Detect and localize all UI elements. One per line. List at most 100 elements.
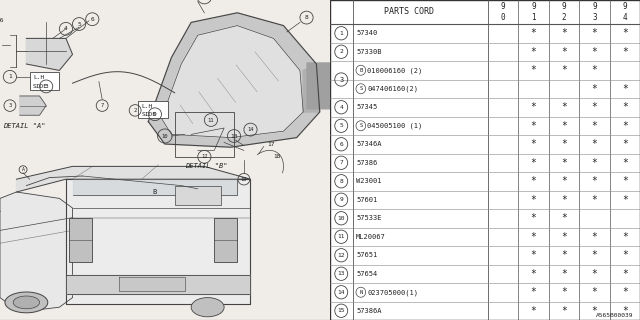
Text: ML20067: ML20067 — [356, 234, 386, 240]
Text: 9
2: 9 2 — [562, 2, 566, 22]
Text: *: * — [591, 195, 597, 205]
Text: 045005100 (1): 045005100 (1) — [367, 123, 422, 129]
Text: *: * — [531, 102, 536, 112]
Polygon shape — [118, 277, 184, 291]
Text: 3: 3 — [339, 76, 344, 83]
Text: 17: 17 — [267, 141, 275, 147]
Text: *: * — [622, 47, 628, 57]
Text: 11: 11 — [337, 234, 345, 239]
Text: 9
4: 9 4 — [623, 2, 627, 22]
Text: *: * — [591, 232, 597, 242]
Text: B: B — [153, 189, 157, 195]
Bar — [214, 218, 237, 262]
Text: 4: 4 — [339, 105, 343, 110]
Text: 1: 1 — [8, 74, 12, 79]
Text: *: * — [591, 28, 597, 38]
Text: 023705000(1): 023705000(1) — [367, 289, 418, 295]
Text: DETAIL "A": DETAIL "A" — [3, 123, 46, 129]
Polygon shape — [26, 38, 72, 70]
Text: *: * — [622, 176, 628, 186]
Text: 13: 13 — [230, 133, 238, 139]
Text: *: * — [531, 47, 536, 57]
Text: DETAIL "B": DETAIL "B" — [184, 163, 227, 169]
Text: SIDE: SIDE — [141, 112, 157, 117]
Text: L.H: L.H — [141, 104, 153, 108]
Text: *: * — [622, 232, 628, 242]
Text: 13: 13 — [337, 271, 345, 276]
Text: *: * — [622, 287, 628, 297]
Text: *: * — [531, 213, 536, 223]
Text: SIDE: SIDE — [33, 84, 48, 89]
Ellipse shape — [5, 292, 48, 313]
Text: *: * — [561, 65, 567, 75]
Text: *: * — [622, 28, 628, 38]
Polygon shape — [72, 179, 237, 195]
Text: *: * — [591, 139, 597, 149]
Text: *: * — [561, 176, 567, 186]
Text: *: * — [622, 195, 628, 205]
Text: *: * — [591, 102, 597, 112]
Text: 8: 8 — [305, 15, 308, 20]
Text: N: N — [359, 290, 362, 295]
Text: 57651: 57651 — [356, 252, 377, 258]
Text: *: * — [531, 287, 536, 297]
Text: 57346A: 57346A — [356, 141, 381, 147]
Text: A: A — [22, 167, 24, 172]
Polygon shape — [303, 64, 320, 112]
Polygon shape — [161, 26, 303, 138]
Text: 3: 3 — [8, 103, 12, 108]
Text: 8: 8 — [339, 179, 343, 184]
Polygon shape — [17, 166, 250, 192]
Text: 6: 6 — [90, 17, 94, 22]
Text: 57330B: 57330B — [356, 49, 381, 55]
Text: 1: 1 — [339, 31, 343, 36]
Text: *: * — [561, 158, 567, 168]
Text: *: * — [561, 213, 567, 223]
Text: *: * — [622, 250, 628, 260]
Text: 9: 9 — [339, 197, 343, 202]
Text: W23001: W23001 — [356, 178, 381, 184]
Text: 57345: 57345 — [356, 104, 377, 110]
Bar — [175, 186, 221, 205]
Text: 9: 9 — [153, 112, 157, 117]
Text: *: * — [622, 139, 628, 149]
Text: *: * — [531, 139, 536, 149]
Text: *: * — [531, 176, 536, 186]
Text: 9
0: 9 0 — [501, 2, 506, 22]
Text: 7: 7 — [339, 160, 343, 165]
Text: 11: 11 — [208, 117, 214, 123]
Text: *: * — [531, 65, 536, 75]
Text: *: * — [591, 65, 597, 75]
Text: 2: 2 — [134, 108, 137, 113]
Ellipse shape — [13, 296, 40, 309]
Text: *: * — [622, 306, 628, 316]
Text: *: * — [531, 250, 536, 260]
Text: *: * — [531, 195, 536, 205]
Text: *: * — [531, 158, 536, 168]
Text: *: * — [591, 121, 597, 131]
Text: *: * — [561, 269, 567, 279]
Text: *: * — [561, 47, 567, 57]
Text: B: B — [359, 68, 362, 73]
Text: *: * — [561, 102, 567, 112]
Text: *: * — [591, 84, 597, 94]
Text: *: * — [531, 269, 536, 279]
Polygon shape — [66, 179, 250, 304]
Text: *: * — [561, 121, 567, 131]
Text: 047406160(2): 047406160(2) — [367, 85, 418, 92]
Text: 5: 5 — [77, 21, 81, 27]
Text: *: * — [622, 269, 628, 279]
Text: 57340: 57340 — [356, 30, 377, 36]
Text: *: * — [591, 269, 597, 279]
Text: 12: 12 — [337, 253, 345, 258]
Text: 10: 10 — [161, 133, 168, 139]
Text: *: * — [561, 250, 567, 260]
Text: 57654: 57654 — [356, 271, 377, 277]
Text: *: * — [531, 232, 536, 242]
Text: 9
1: 9 1 — [531, 2, 536, 22]
Text: 14: 14 — [337, 290, 345, 295]
Text: *: * — [561, 195, 567, 205]
Text: 010006160 (2): 010006160 (2) — [367, 67, 422, 74]
Text: PARTS CORD: PARTS CORD — [384, 7, 434, 17]
Bar — [175, 112, 234, 157]
